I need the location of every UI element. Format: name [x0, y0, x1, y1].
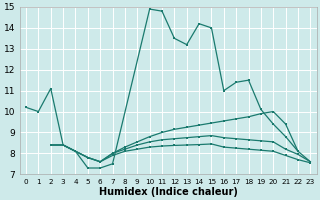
X-axis label: Humidex (Indice chaleur): Humidex (Indice chaleur): [99, 187, 238, 197]
